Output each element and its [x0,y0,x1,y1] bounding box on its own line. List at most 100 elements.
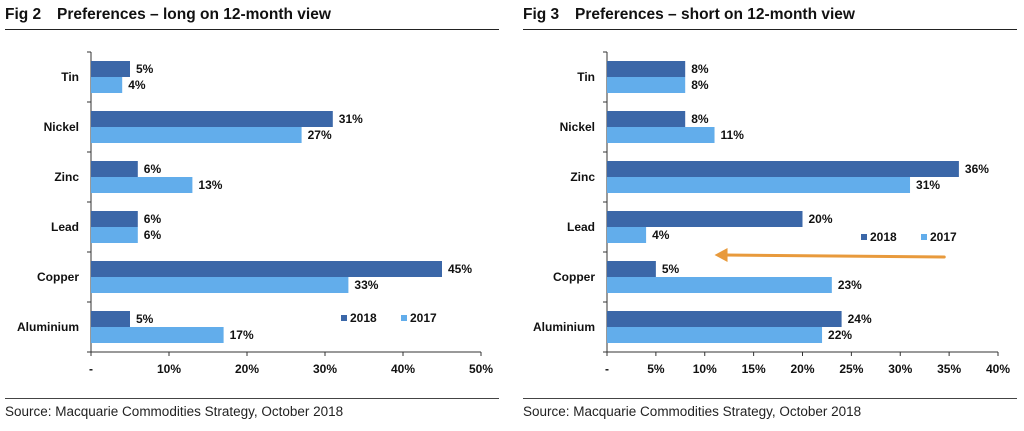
data-label-2017: 22% [828,328,852,342]
figure-2-panel: Fig 2 Preferences – long on 12-month view… [5,0,499,431]
data-label-2017: 8% [691,78,709,92]
category-label: Lead [51,220,79,234]
bar-2017 [91,177,193,193]
figure-3-chart: - 5% 10% 15% 20% 25% 30% 35% 40% Tin 8% 8% Nickel 8% 1… [533,51,1010,376]
x-tick-label: 35% [937,362,961,376]
bar-2017 [607,327,823,343]
x-tick-label: 20% [790,362,814,376]
x-tick-label: 50% [469,362,493,376]
x-tick-label: - [89,362,93,376]
legend-label-2017: 2017 [410,311,437,325]
bar-2018 [91,311,130,327]
legend-swatch-2017 [921,234,927,240]
legend-swatch-2017 [401,315,407,321]
data-label-2017: 23% [838,278,862,292]
x-tick-label: 10% [157,362,181,376]
figure-2-title-text: Preferences – long on 12-month view [57,6,331,23]
bar-2017 [607,77,686,93]
bar-2018 [91,211,138,227]
bar-2018 [607,61,686,77]
x-tick-label: 5% [647,362,665,376]
figure-3-panel: Fig 3 Preferences – short on 12-month vie… [523,0,1017,431]
figure-2-label: Fig 2 [5,6,42,23]
figure-2-title: Fig 2 Preferences – long on 12-month view [5,6,331,24]
bar-2017 [91,327,224,343]
figure-2-bottom-rule [5,398,499,399]
data-label-2018: 24% [848,312,872,326]
bar-2018 [607,311,842,327]
data-label-2017: 33% [354,278,378,292]
data-label-2018: 6% [144,212,162,226]
category-label: Zinc [54,170,79,184]
data-label-2017: 11% [721,128,745,142]
figure-2-chart: - 10% 20% 30% 40% 50% Tin 5% 4% Nickel 31% 27% Zinc 6… [17,51,493,376]
bar-2018 [607,161,959,177]
data-label-2018: 31% [339,112,363,126]
legend-label-2018: 2018 [870,230,897,244]
data-label-2017: 13% [198,178,222,192]
bar-2018 [607,211,803,227]
figure-3-top-rule [523,29,1017,30]
figure-3-bottom-rule [523,398,1017,399]
data-label-2018: 6% [144,162,162,176]
category-label: Tin [577,70,595,84]
data-label-2017: 17% [230,328,254,342]
data-label-2018: 5% [136,62,154,76]
data-label-2017: 27% [308,128,332,142]
data-label-2018: 8% [691,112,709,126]
annotation-arrow-shaft [723,253,946,259]
category-label: Nickel [560,120,595,134]
x-tick-label: - [605,362,609,376]
data-label-2018: 36% [965,162,989,176]
bar-2017 [91,77,123,93]
category-label: Lead [567,220,595,234]
figure-2-source: Source: Macquarie Commodities Strategy, … [5,404,344,419]
bar-2018 [91,61,130,77]
figure-3-title-text: Preferences – short on 12-month view [575,6,855,23]
data-label-2017: 4% [128,78,146,92]
bar-2018 [91,261,442,277]
legend-swatch-2018 [341,315,347,321]
figure-3-label: Fig 3 [523,6,560,23]
bar-2018 [91,111,333,127]
bar-2017 [607,227,647,243]
x-tick-label: 30% [888,362,912,376]
bar-2017 [91,127,302,143]
data-label-2017: 31% [916,178,940,192]
data-label-2018: 5% [662,262,680,276]
data-label-2018: 5% [136,312,154,326]
data-label-2017: 4% [652,228,670,242]
bar-2017 [91,227,138,243]
figure-3-source: Source: Macquarie Commodities Strategy, … [523,404,862,419]
x-tick-label: 15% [742,362,766,376]
bar-2018 [91,161,138,177]
bar-2017 [607,127,715,143]
data-label-2018: 45% [448,262,472,276]
x-tick-label: 25% [839,362,863,376]
x-tick-label: 30% [313,362,337,376]
annotation-arrow-head [714,248,728,262]
bar-2017 [91,277,349,293]
category-label: Copper [553,270,595,284]
x-tick-label: 40% [391,362,415,376]
bar-2017 [607,277,832,293]
category-label: Copper [37,270,79,284]
data-label-2017: 6% [144,228,162,242]
x-tick-label: 20% [235,362,259,376]
category-label: Aluminium [533,320,595,334]
category-label: Nickel [44,120,79,134]
category-label: Aluminium [17,320,79,334]
bar-2017 [607,177,911,193]
category-label: Tin [61,70,79,84]
data-label-2018: 8% [691,62,709,76]
legend-label-2018: 2018 [350,311,377,325]
legend-label-2017: 2017 [930,230,957,244]
x-tick-label: 10% [693,362,717,376]
figure-2-top-rule [5,29,499,30]
x-tick-label: 40% [986,362,1010,376]
bar-2018 [607,261,656,277]
figure-3-title: Fig 3 Preferences – short on 12-month vie… [523,6,855,24]
data-label-2018: 20% [809,212,833,226]
legend-swatch-2018 [861,234,867,240]
bar-2018 [607,111,686,127]
